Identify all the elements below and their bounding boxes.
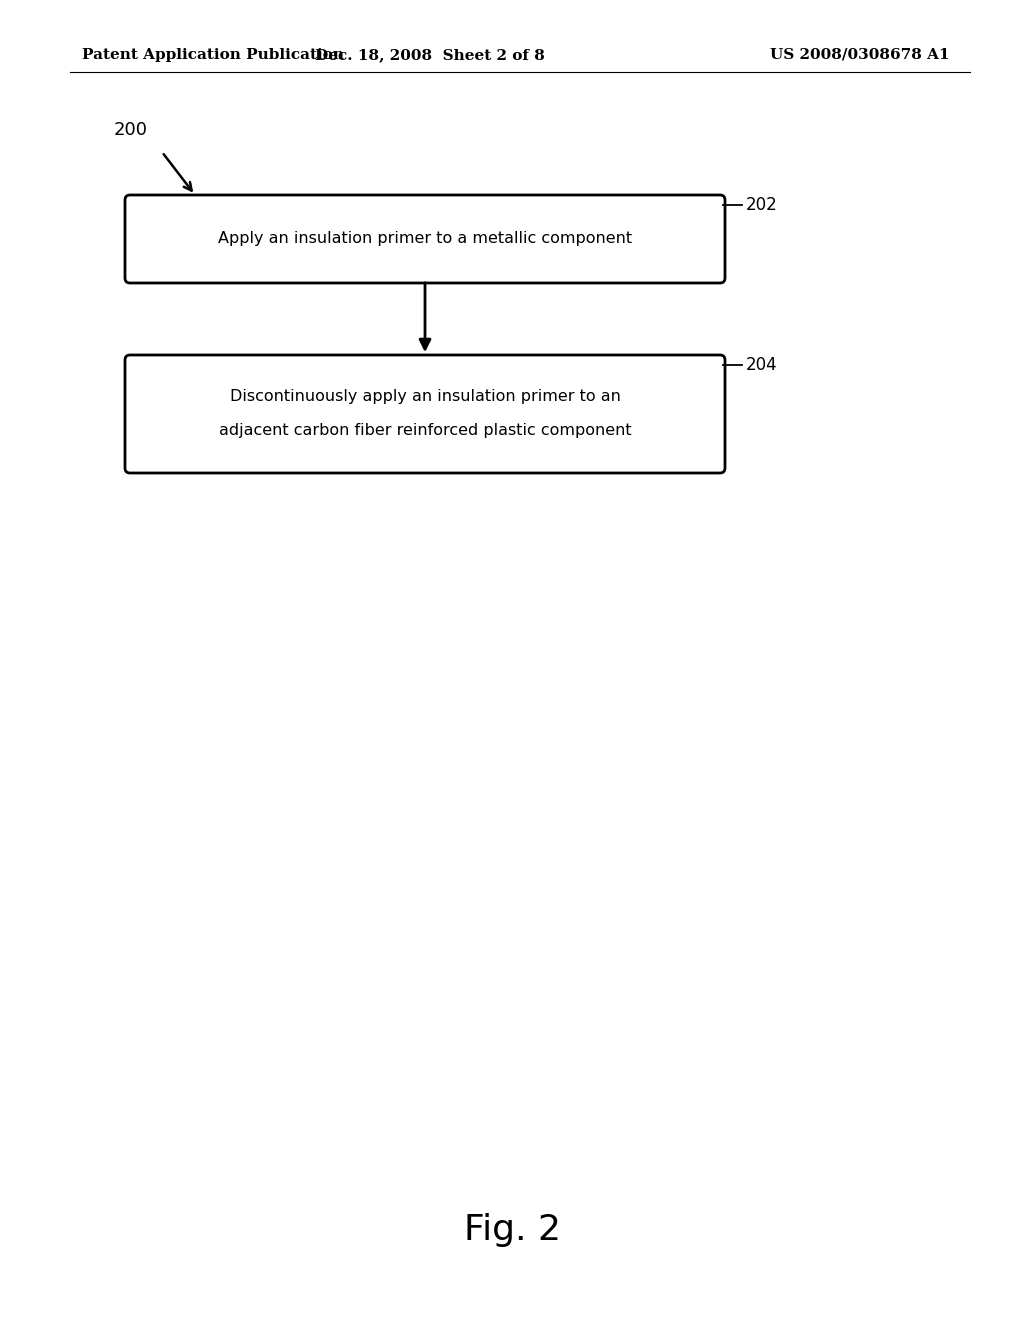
Text: Apply an insulation primer to a metallic component: Apply an insulation primer to a metallic… <box>218 231 632 247</box>
Text: 200: 200 <box>114 121 148 139</box>
FancyBboxPatch shape <box>125 195 725 282</box>
Text: 202: 202 <box>746 195 778 214</box>
Text: US 2008/0308678 A1: US 2008/0308678 A1 <box>770 48 950 62</box>
FancyBboxPatch shape <box>125 355 725 473</box>
Text: Discontinuously apply an insulation primer to an: Discontinuously apply an insulation prim… <box>229 388 621 404</box>
Text: adjacent carbon fiber reinforced plastic component: adjacent carbon fiber reinforced plastic… <box>219 422 632 437</box>
Text: Dec. 18, 2008  Sheet 2 of 8: Dec. 18, 2008 Sheet 2 of 8 <box>315 48 545 62</box>
Text: Patent Application Publication: Patent Application Publication <box>82 48 344 62</box>
Text: Fig. 2: Fig. 2 <box>464 1213 560 1247</box>
Text: 204: 204 <box>746 356 777 374</box>
